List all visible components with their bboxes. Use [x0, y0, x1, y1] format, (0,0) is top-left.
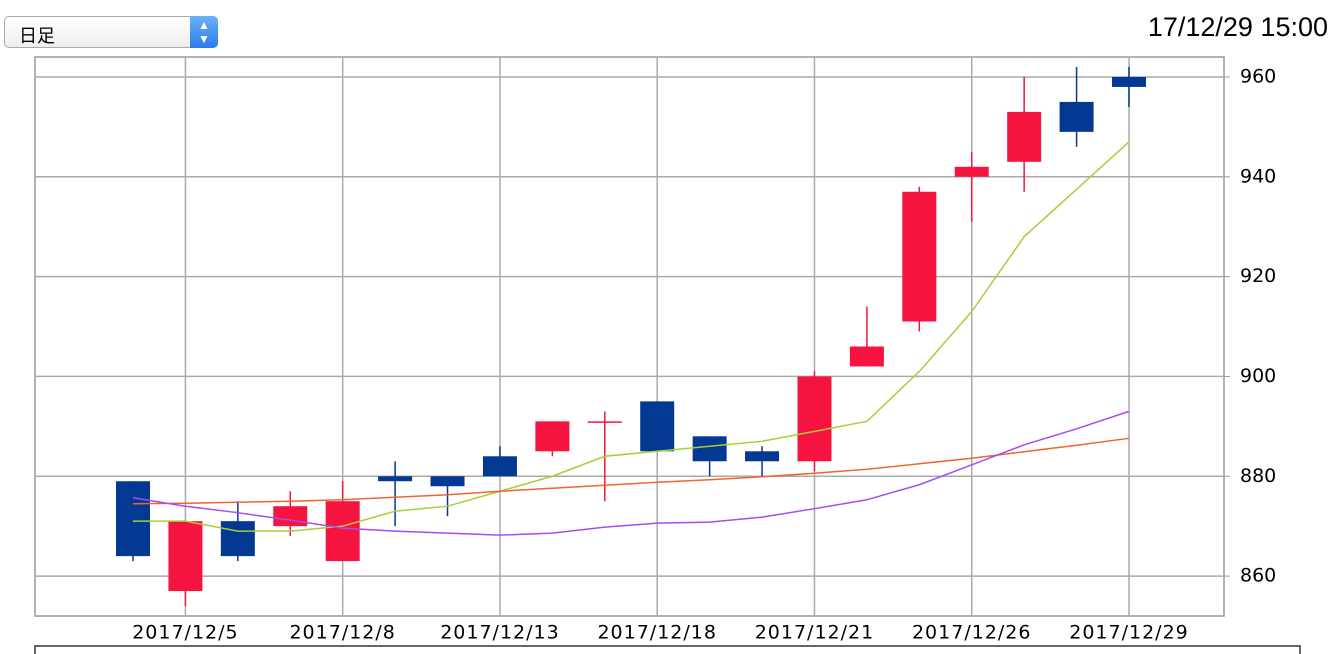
timestamp: 17/12/29 15:00 [1147, 12, 1328, 42]
select-text: 日足 [19, 26, 55, 46]
y-tick-label: 940 [1240, 165, 1276, 187]
x-tick-label: 2017/12/21 [755, 622, 875, 644]
moving-average [132, 437, 1130, 505]
candle-body [954, 166, 989, 177]
y-tick-label: 960 [1240, 65, 1276, 87]
candle-body [692, 436, 727, 462]
candle-body [1059, 101, 1094, 132]
candle-body [220, 521, 255, 557]
select-arrows[interactable]: ▲ ▼ [190, 16, 218, 48]
candle-body [797, 376, 832, 462]
candle-body [849, 346, 884, 367]
candle-body [1112, 76, 1146, 87]
y-tick-label: 880 [1240, 465, 1276, 487]
x-tick-label: 2017/12/5 [132, 622, 238, 644]
lower-panel [34, 645, 1301, 654]
x-tick-label: 2017/12/26 [912, 622, 1032, 644]
candle-body [745, 451, 780, 462]
candle-body [587, 421, 622, 423]
x-tick-label: 2017/12/13 [440, 622, 560, 644]
candle-body [168, 521, 203, 592]
candle-body [482, 456, 517, 477]
candle-body [1007, 111, 1042, 162]
period-select[interactable]: 日足 ▲ ▼ [4, 16, 218, 48]
y-tick-label: 900 [1240, 365, 1276, 387]
x-tick-label: 2017/12/18 [597, 622, 717, 644]
x-tick-label: 2017/12/29 [1069, 622, 1189, 644]
moving-average [133, 141, 1130, 532]
y-tick-label: 920 [1240, 265, 1276, 287]
x-tick-label: 2017/12/8 [289, 622, 395, 644]
candle-body [902, 191, 937, 322]
y-tick-label: 860 [1240, 565, 1276, 587]
candle-body [378, 476, 413, 482]
moving-average [132, 410, 1130, 536]
candle-body [116, 481, 150, 557]
plot-frame [34, 56, 1225, 617]
candle-body [273, 506, 308, 527]
candle-body [535, 421, 570, 452]
candle-body [325, 501, 360, 562]
candle-body [430, 476, 465, 487]
candle-body [640, 401, 675, 452]
